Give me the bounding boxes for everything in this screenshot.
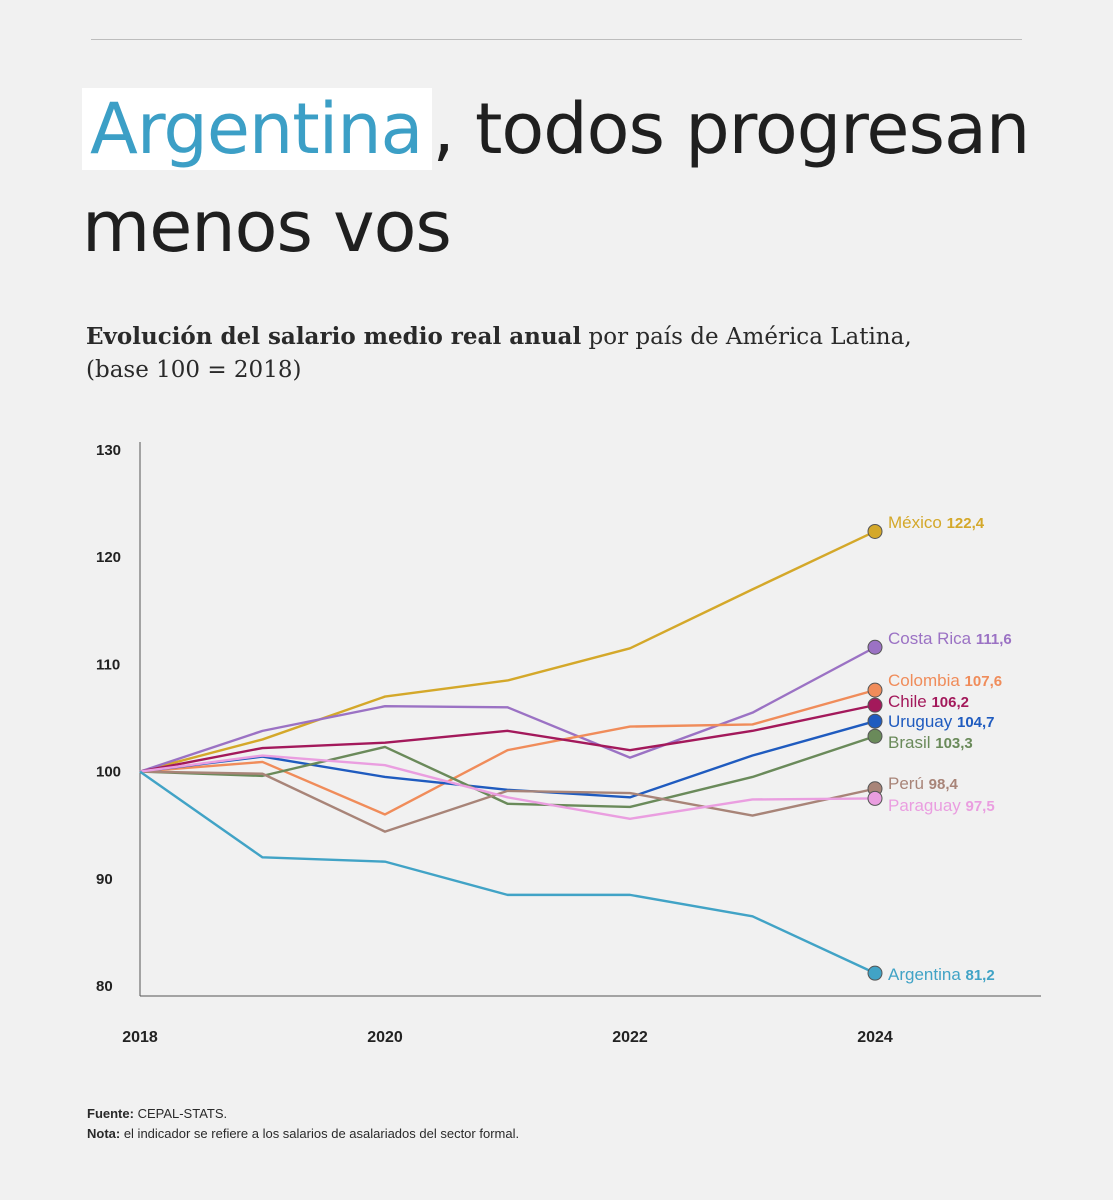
chart-subtitle: Evolución del salario medio real anual p… [86, 320, 1046, 387]
series-value: 81,2 [966, 967, 995, 984]
series-value: 122,4 [947, 515, 985, 532]
series-label: México 122,4 [888, 513, 985, 532]
y-tick-label: 110 [96, 656, 120, 673]
y-tick-label: 130 [96, 442, 121, 459]
source-label: Fuente: [87, 1106, 134, 1121]
subtitle-rest: por país de América Latina, [581, 324, 912, 350]
series-line-perú [139, 770, 876, 833]
series-line-brasil [139, 735, 876, 809]
end-marker [867, 639, 883, 655]
series-label: Paraguay 97,5 [888, 796, 995, 815]
title-highlight: Argentina [82, 88, 433, 170]
series-line-colombia [139, 688, 876, 816]
series-name: Costa Rica [888, 629, 976, 648]
end-marker [867, 697, 883, 713]
series-label: Perú 98,4 [888, 774, 958, 793]
top-divider [91, 39, 1022, 40]
series-value: 98,4 [929, 776, 959, 793]
x-tick-label: 2024 [857, 1029, 893, 1046]
series-line-méxico [139, 530, 876, 773]
series-label: Colombia 107,6 [888, 671, 1002, 690]
series-name: Chile [888, 692, 931, 711]
series-label: Argentina 81,2 [888, 965, 995, 984]
series-label: Chile 106,2 [888, 692, 969, 711]
series-value: 106,2 [931, 694, 969, 711]
series-value: 107,6 [965, 673, 1003, 690]
series-label: Costa Rica 111,6 [888, 629, 1012, 648]
note-line: Nota: el indicador se refiere a los sala… [87, 1124, 519, 1144]
note-text: el indicador se refiere a los salarios d… [120, 1126, 520, 1141]
end-marker [867, 523, 883, 539]
series-name: Argentina [888, 965, 966, 984]
series-label: Brasil 103,3 [888, 733, 973, 752]
series-value: 103,3 [935, 735, 973, 752]
end-marker [867, 965, 883, 981]
series-name: Paraguay [888, 796, 966, 815]
end-marker [867, 713, 883, 729]
series-name: Colombia [888, 671, 965, 690]
end-marker [867, 728, 883, 744]
source-line: Fuente: CEPAL-STATS. [87, 1104, 519, 1124]
note-label: Nota: [87, 1126, 121, 1141]
y-tick-label: 120 [96, 549, 121, 566]
end-marker [867, 790, 883, 806]
series-label: Uruguay 104,7 [888, 712, 995, 731]
subtitle-bold: Evolución del salario medio real anual [86, 323, 582, 350]
y-tick-label: 90 [96, 871, 113, 888]
x-tick-label: 2018 [122, 1029, 158, 1046]
end-marker [867, 682, 883, 698]
series-line-argentina [139, 770, 876, 975]
y-tick-label: 80 [96, 978, 113, 995]
source-text: CEPAL-STATS. [133, 1106, 228, 1121]
series-line-costa-rica [139, 646, 876, 773]
page-title: Argentina, todos progresan menos vos [82, 80, 1042, 276]
title-rest: , todos progresan menos vos [82, 88, 1030, 268]
series-value: 97,5 [966, 798, 995, 815]
x-tick-label: 2022 [612, 1029, 648, 1046]
series-line-chile [139, 703, 876, 773]
series-name: Uruguay [888, 712, 957, 731]
line-chart: 80 90 100 110 120 130 2018 2020 2022 2024 México 1… [96, 442, 1041, 1046]
series-value: 104,7 [957, 714, 995, 731]
series-line-uruguay [139, 720, 876, 799]
chart-footer: Fuente: CEPAL-STATS. Nota: el indicador … [87, 1104, 519, 1144]
x-tick-label: 2020 [367, 1029, 403, 1046]
series-name: Perú [888, 774, 929, 793]
series-name: México [888, 513, 947, 532]
subtitle-base: (base 100 = 2018) [86, 357, 302, 383]
series-line-paraguay [139, 754, 876, 820]
series-name: Brasil [888, 733, 935, 752]
y-tick-label: 100 [96, 764, 121, 781]
series-value: 111,6 [976, 631, 1012, 648]
